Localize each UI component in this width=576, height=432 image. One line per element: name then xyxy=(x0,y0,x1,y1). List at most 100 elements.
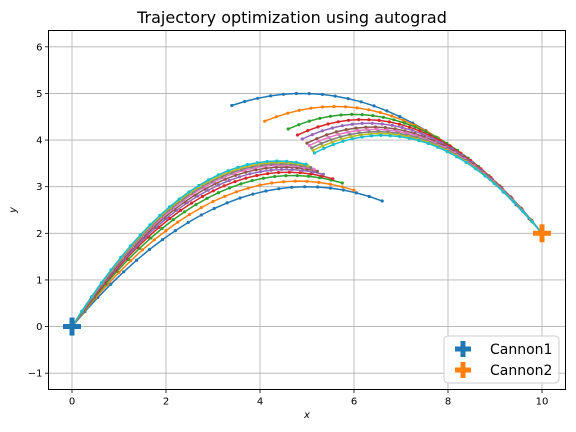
cannon2-trajectory-point xyxy=(344,105,348,109)
cannon2-trajectory-point xyxy=(372,104,376,108)
cannon2-trajectory-point xyxy=(397,122,401,126)
cannon1-trajectory-point xyxy=(264,189,268,193)
cannon2-trajectory-point xyxy=(297,123,301,127)
cannon1-trajectory-point xyxy=(264,166,268,170)
cannon2-trajectory-point xyxy=(320,92,324,96)
cannon1-trajectory-point xyxy=(140,248,145,252)
cannon2-trajectory-point xyxy=(378,110,382,115)
cannon1-trajectory-point xyxy=(228,186,232,190)
cannon1-trajectory-point xyxy=(281,180,286,184)
cannon2-trajectory-point xyxy=(327,135,331,139)
cannon1-trajectory-point xyxy=(171,218,175,222)
cannon2-trajectory-point xyxy=(436,145,440,149)
cannon1-trajectory-point xyxy=(128,244,133,248)
cannon1-trajectory-point xyxy=(238,196,242,200)
cannon2-trajectory-point xyxy=(420,132,424,136)
cannon2-trajectory-point xyxy=(297,108,301,112)
cannon2-trajectory-point xyxy=(341,139,345,143)
cannon1-trajectory-point xyxy=(269,168,273,172)
x-tick-label: 2 xyxy=(163,397,169,408)
y-tick-label: 4 xyxy=(36,136,42,147)
cannon2-trajectory-point xyxy=(400,125,404,130)
cannon1-trajectory-line-8 xyxy=(71,163,311,328)
cannon2-trajectory-point xyxy=(274,115,278,119)
tick-labels: 0 2 4 6 8 10 −1 0 1 2 3 4 5 6 xyxy=(28,42,549,407)
cannon1-trajectory-point xyxy=(290,168,294,172)
cannon2-trajectory-point xyxy=(325,133,329,137)
cannon1-trajectory-point xyxy=(194,203,198,207)
cannon1-trajectory-point xyxy=(273,174,277,179)
cannon1-trajectory-point xyxy=(285,159,289,163)
cannon1-trajectory-point xyxy=(227,178,231,183)
cannon2-trajectory-point xyxy=(410,128,414,132)
cannon1-trajectory-point xyxy=(254,168,258,172)
cannon2-trajectory-point xyxy=(474,167,478,171)
cannon2-marker xyxy=(533,224,551,243)
cannon1-trajectory-point xyxy=(328,186,333,190)
cannon1-trajectory-point xyxy=(277,187,281,191)
cannon1-trajectory-point xyxy=(179,208,183,212)
cannon2-trajectory-point xyxy=(364,125,368,129)
cannon2-trajectory-point xyxy=(370,121,374,125)
cannon2-trajectory-point xyxy=(390,114,394,118)
cannon2-trajectory-point xyxy=(390,123,394,127)
cannon2-trajectory-point xyxy=(367,108,371,112)
cannon2-trajectory-point xyxy=(350,112,354,116)
cannon1-trajectory-point xyxy=(294,160,298,164)
cannon1-trajectory-point xyxy=(186,220,190,224)
cannon2-trajectory-point xyxy=(413,125,417,129)
cannon1-trajectory-point xyxy=(298,171,302,175)
cannon2-trajectory-point xyxy=(354,126,358,130)
cannon2-trajectory-point xyxy=(417,138,421,143)
cannon2-trajectory-point xyxy=(356,128,360,133)
cannon1-trajectory-point xyxy=(312,167,316,171)
cannon1-trajectory-point xyxy=(303,185,307,189)
cannon1-trajectory-point xyxy=(206,178,211,182)
cannon2-trajectory-point xyxy=(377,118,381,122)
cannon2-trajectory-point xyxy=(511,200,516,204)
cannon1-trajectory-point xyxy=(259,170,263,174)
cannon2-trajectory-point xyxy=(316,125,320,129)
cannon2-trajectory-point xyxy=(346,97,350,101)
cannon1-trajectory-point xyxy=(149,236,153,240)
cannon2-trajectory-point xyxy=(307,92,311,96)
cannon1-trajectory-point xyxy=(157,225,161,229)
cannon1-trajectory-point xyxy=(196,194,200,198)
y-tick-label: 6 xyxy=(36,42,42,53)
cannon2-trajectory-point xyxy=(357,118,361,122)
cannon1-trajectory-point xyxy=(212,206,216,211)
cannon2-trajectory-point xyxy=(483,174,487,178)
cannon1-trajectory-point xyxy=(109,268,113,272)
cannon2-trajectory-point xyxy=(286,127,290,131)
cannon2-trajectory-point xyxy=(317,139,321,143)
cannon1-trajectory-point xyxy=(274,165,278,169)
cannon1-trajectory-point xyxy=(216,173,220,177)
x-tick-label: 10 xyxy=(536,397,549,408)
cannon1-trajectory-point xyxy=(309,165,313,170)
cannon2-trajectory-point xyxy=(445,150,449,154)
cannon2-trajectory-point xyxy=(407,136,411,140)
cannon2-trajectory-point xyxy=(340,124,344,128)
cannon1-trajectory-point xyxy=(197,183,201,188)
x-tick-label: 4 xyxy=(257,397,263,408)
cannon1-trajectory-point xyxy=(211,199,215,204)
cannon1-trajectory-point xyxy=(158,213,162,218)
cannon-markers xyxy=(63,224,551,336)
cannon2-trajectory-point xyxy=(328,114,333,118)
cannon1-trajectory-point xyxy=(315,169,319,173)
cannon1-trajectory-point xyxy=(309,172,313,176)
cannon2-trajectory-point xyxy=(426,141,430,146)
cannon1-trajectory-point xyxy=(275,159,279,163)
x-axis-label: x xyxy=(303,410,310,421)
cannon2-trajectory-point xyxy=(336,132,340,136)
cannon2-trajectory-point xyxy=(387,120,391,124)
cannon2-trajectory-point xyxy=(243,99,247,104)
cannon1-trajectory-point xyxy=(279,167,284,172)
cannon2-trajectory-point xyxy=(455,155,459,159)
cannon1-trajectory-point xyxy=(211,189,215,193)
cannon1-trajectory-point xyxy=(119,255,123,259)
y-tick-label: 0 xyxy=(36,322,42,333)
cannon1-trajectory-point xyxy=(239,182,243,186)
cannon1-trajectory-point xyxy=(293,179,297,183)
cannon1-trajectory-point xyxy=(187,212,192,217)
